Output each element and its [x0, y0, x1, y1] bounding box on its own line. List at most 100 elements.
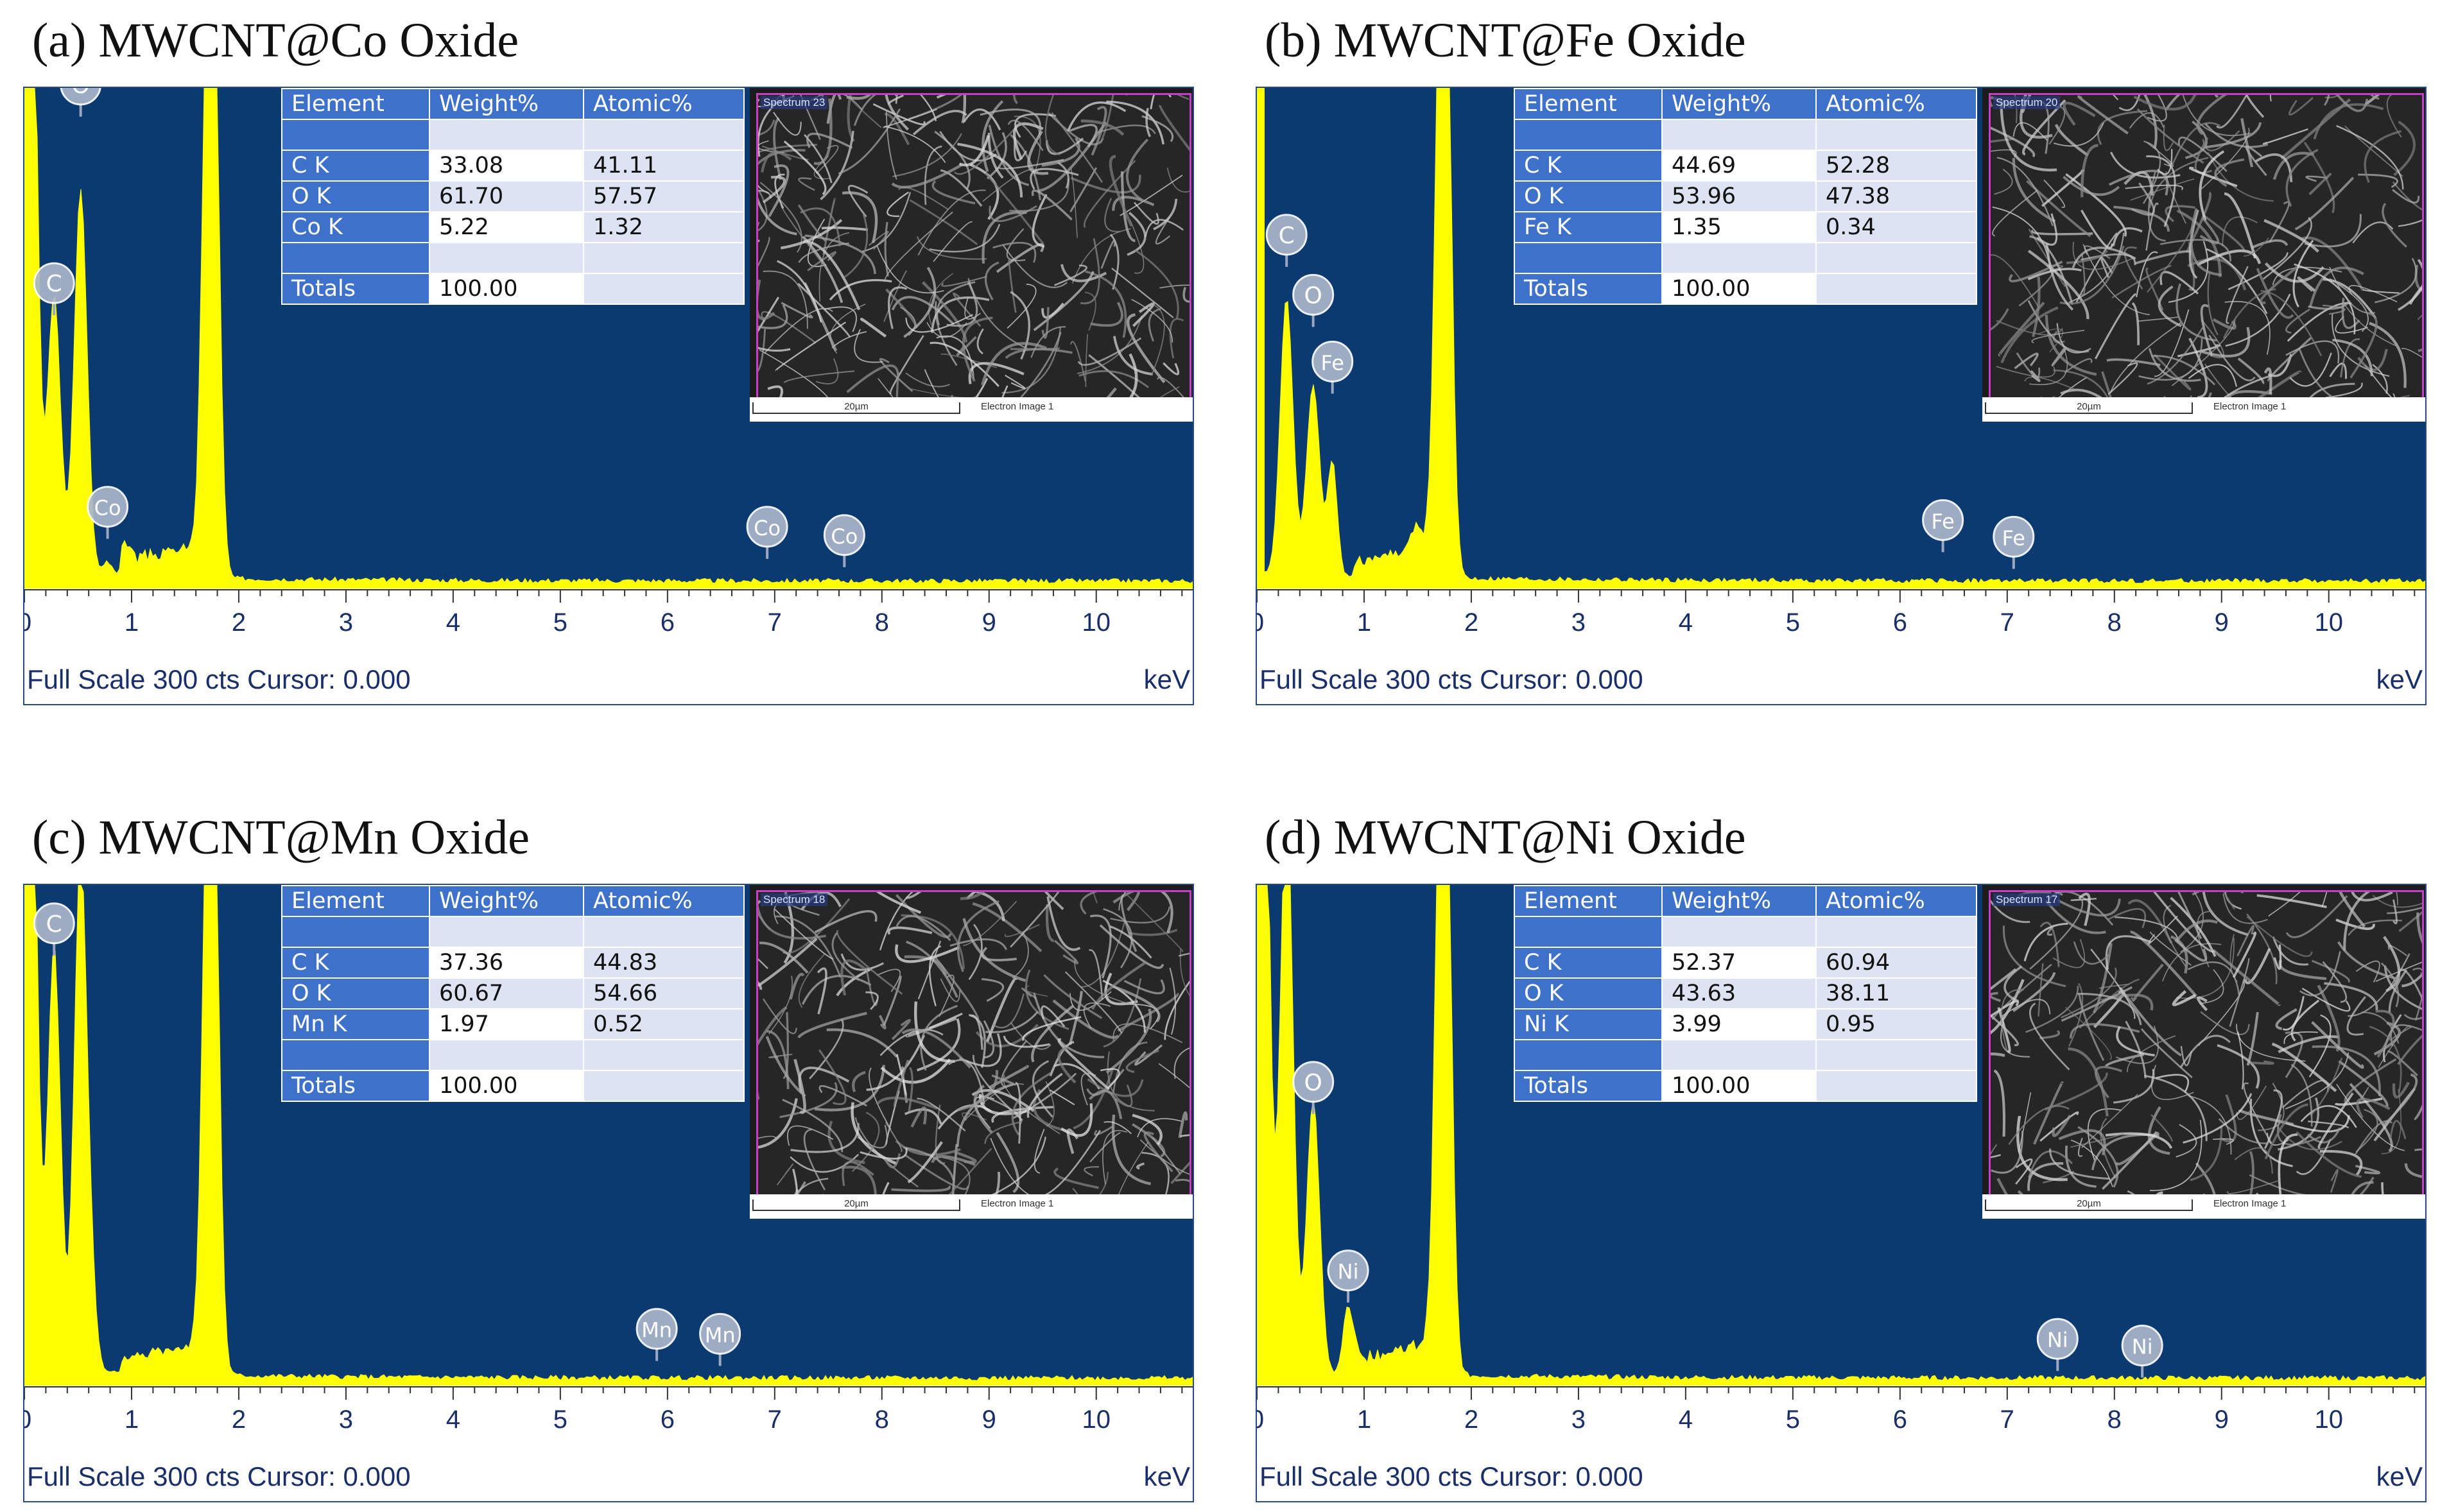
- nanotube-fiber: [2159, 271, 2199, 295]
- x-axis-ticks: 0 1 2 3 4 5 6 7 8 9 10: [24, 589, 1193, 637]
- zero-peak: [24, 885, 32, 1386]
- nanotube-fiber: [1991, 1052, 2005, 1058]
- nanotube-fiber: [758, 144, 817, 153]
- nanotube-fiber: [1046, 896, 1081, 951]
- nanotube-fiber: [1089, 1132, 1121, 1163]
- weight-cell: 60.67: [429, 977, 584, 1009]
- x-tick-label: 0: [1257, 608, 1264, 637]
- nanotube-fiber: [2063, 101, 2096, 126]
- nanotube-fiber: [758, 958, 768, 970]
- nanotube-fiber: [2355, 960, 2380, 983]
- nanotube-fiber: [2414, 1104, 2422, 1121]
- panel-title: (b) MWCNT@Fe Oxide: [1265, 13, 1746, 67]
- header-element: Element: [281, 88, 430, 120]
- nanotube-fiber: [2190, 208, 2222, 277]
- nanotube-fiber: [2130, 178, 2195, 201]
- nanotube-fiber: [2356, 1097, 2391, 1119]
- nanotube-fiber: [1996, 320, 2064, 336]
- nanotube-fiber: [959, 1033, 1002, 1067]
- nanotube-fiber: [2349, 1083, 2393, 1153]
- nanotube-fiber: [2313, 103, 2384, 140]
- nanotube-fiber: [2324, 982, 2378, 1011]
- nanotube-fiber: [2289, 352, 2332, 387]
- nanotube-fiber: [783, 141, 827, 196]
- panel-title: (d) MWCNT@Ni Oxide: [1265, 811, 1746, 864]
- nanotube-fiber: [984, 1121, 1023, 1144]
- nanotube-fiber: [2381, 1088, 2401, 1155]
- nanotube-fiber: [2335, 918, 2375, 931]
- nanotube-fiber: [1991, 1144, 1998, 1155]
- nanotube-fiber: [2012, 122, 2048, 141]
- totals-label: Totals: [281, 1070, 430, 1102]
- marker-label: C: [46, 271, 62, 297]
- nanotube-fiber: [1090, 302, 1123, 327]
- nanotube-fiber: [2290, 1063, 2313, 1127]
- nanotube-fiber: [764, 307, 833, 354]
- nanotube-fiber: [2419, 972, 2422, 977]
- nanotube-fiber: [829, 279, 892, 301]
- nanotube-fiber: [889, 335, 924, 395]
- nanotube-fiber: [2071, 1139, 2113, 1187]
- nanotube-fiber: [954, 1151, 977, 1164]
- nanotube-fiber: [982, 100, 1004, 172]
- nanotube-fiber: [2081, 1094, 2138, 1149]
- scale-label: 20µm: [844, 1198, 869, 1209]
- nanotube-fiber: [2100, 1117, 2116, 1179]
- nanotube-fiber: [2015, 1158, 2033, 1185]
- nanotube-fiber: [908, 1067, 913, 1112]
- nanotube-fiber: [2269, 95, 2272, 101]
- nanotube-fiber: [988, 125, 1030, 186]
- sem-micrograph: Spectrum 17: [1989, 890, 2424, 1197]
- nanotube-fiber: [1128, 929, 1178, 936]
- nanotube-fiber: [1182, 287, 1190, 303]
- nanotube-fiber: [2329, 363, 2348, 379]
- nanotube-fiber: [2000, 1021, 2030, 1058]
- nanotube-fiber: [912, 110, 967, 135]
- nanotube-fiber: [1148, 307, 1161, 342]
- nanotube-fiber: [829, 304, 866, 354]
- sem-image-inset: Spectrum 18 20µm Electron Image 1: [750, 885, 1193, 1219]
- nanotube-fiber: [773, 117, 782, 180]
- atomic-cell: 0.34: [1815, 211, 1977, 243]
- nanotube-fiber: [2077, 95, 2129, 135]
- nanotube-fiber: [1045, 904, 1055, 943]
- nanotube-fiber: [821, 226, 869, 231]
- nanotube-fiber: [1991, 1131, 2023, 1174]
- element-cell: O K: [281, 180, 430, 212]
- nanotube-fiber: [2324, 95, 2339, 99]
- nanotube-fiber: [1060, 1103, 1093, 1137]
- marker-label: Ni: [1338, 1260, 1359, 1284]
- marker-label: C: [1279, 223, 1295, 249]
- peak-marker: O: [1292, 1061, 1335, 1114]
- header-element: Element: [1514, 885, 1663, 917]
- nanotube-fiber: [2115, 916, 2179, 943]
- nanotube-fiber: [2125, 184, 2184, 191]
- nanotube-fiber: [2200, 304, 2213, 357]
- nanotube-fiber: [2155, 1074, 2189, 1093]
- nanotube-fiber: [2344, 1058, 2397, 1105]
- element-cell: C K: [281, 947, 430, 979]
- nanotube-fiber: [2204, 363, 2233, 398]
- nanotube-fiber: [2267, 336, 2312, 382]
- nanotube-fiber: [2398, 219, 2422, 227]
- nanotube-fiber: [790, 1153, 860, 1173]
- spectrum-trace: [1257, 88, 2425, 588]
- nanotube-fiber: [1041, 1005, 1066, 1027]
- nanotube-fiber: [1105, 1008, 1152, 1074]
- nanotube-fiber: [1001, 385, 1008, 398]
- totals-value: 100.00: [1661, 273, 1817, 305]
- nanotube-fiber: [2106, 358, 2161, 366]
- totals-value: 100.00: [1661, 1070, 1817, 1102]
- nanotube-fiber: [2101, 371, 2112, 398]
- element-cell: O K: [281, 977, 430, 1009]
- nanotube-fiber: [2352, 221, 2394, 244]
- nanotube-fiber: [2136, 108, 2204, 164]
- sem-micrograph: Spectrum 20: [1989, 93, 2424, 400]
- nanotube-fiber: [1994, 168, 2013, 195]
- x-tick-label: 0: [24, 1405, 31, 1434]
- footer-status: Full Scale 300 cts Cursor: 0.000: [1259, 1461, 1643, 1491]
- nanotube-fiber: [991, 1106, 1053, 1123]
- nanotube-fiber: [2259, 266, 2298, 305]
- nanotube-fiber: [2246, 1011, 2259, 1066]
- nanotube-fiber: [1127, 211, 1146, 256]
